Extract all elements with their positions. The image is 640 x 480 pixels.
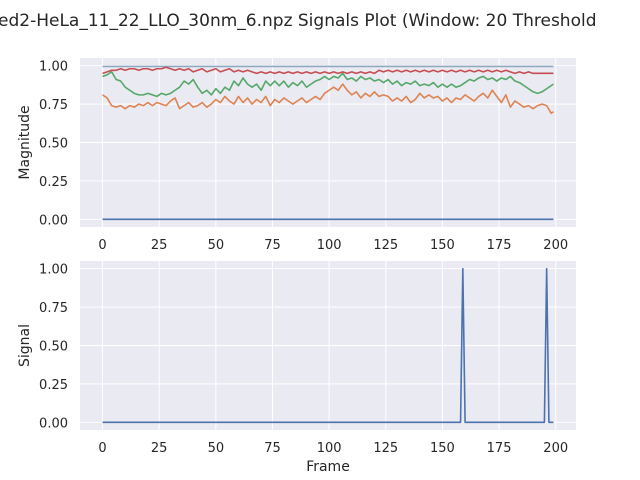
y-axis-label: Signal [17, 324, 33, 367]
plot-panels: 0 25 50 75 100 125 150 175 200 0.00 0.25 0.50 0.75 1.… [17, 58, 576, 475]
y-tick-label: 1.00 [39, 263, 68, 278]
x-tick-label: 200 [543, 441, 568, 456]
x-tick-label: 125 [373, 238, 398, 253]
x-tick-label: 175 [487, 238, 512, 253]
y-tick-label: 0.25 [39, 175, 68, 190]
y-tick-label: 0.25 [39, 378, 68, 393]
axes-panel-2: 0 25 50 75 100 125 150 175 200 0.00 0.25 0.50 0.75 1.… [17, 261, 576, 475]
x-tick-label: 100 [317, 441, 342, 456]
x-tick-label: 50 [208, 441, 225, 456]
x-tick-label: 100 [317, 238, 342, 253]
y-tick-label: 0.75 [39, 301, 68, 316]
x-tick-label: 50 [208, 238, 225, 253]
x-tick-label: 175 [487, 441, 512, 456]
x-tick-label: 125 [373, 441, 398, 456]
x-tick-label: 200 [543, 238, 568, 253]
series-line-4 [102, 71, 554, 98]
x-axis-label: Frame [306, 459, 350, 475]
x-tick-label: 0 [98, 238, 106, 253]
x-tick-label: 0 [98, 441, 106, 456]
series-line-1 [102, 267, 554, 424]
y-axis-label: Magnitude [17, 105, 33, 179]
x-tick-label: 75 [264, 441, 281, 456]
x-tick-label: 25 [151, 238, 168, 253]
x-tick-label: 25 [151, 441, 168, 456]
x-tick-label: 150 [430, 238, 455, 253]
series-line-5 [102, 66, 554, 75]
y-tick-label: 0.50 [39, 137, 68, 152]
y-tick-label: 0.75 [39, 98, 68, 113]
axes-panel-1: 0 25 50 75 100 125 150 175 200 0.00 0.25 0.50 0.75 1.… [17, 58, 576, 253]
figure-title: ed2-HeLa_11_22_LLO_30nm_6.npz Signals Pl… [0, 11, 597, 31]
x-tick-label: 75 [264, 238, 281, 253]
y-tick-label: 1.00 [39, 60, 68, 75]
y-tick-label: 0.00 [39, 416, 68, 431]
y-tick-label: 0.50 [39, 340, 68, 355]
y-tick-label: 0.00 [39, 213, 68, 228]
x-tick-label: 150 [430, 441, 455, 456]
series-line-3 [102, 83, 554, 115]
